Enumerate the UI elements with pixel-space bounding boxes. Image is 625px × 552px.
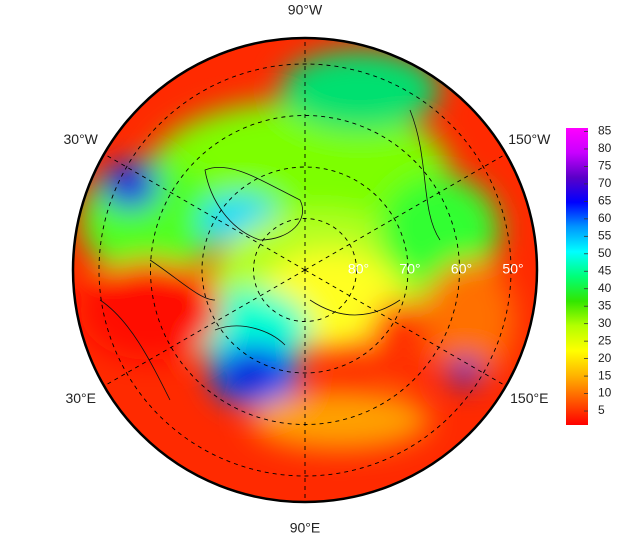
longitude-label: 30°W	[64, 131, 99, 147]
colorbar-tick-label: 20	[598, 351, 612, 365]
colorbar-tick-label: 55	[598, 228, 612, 242]
map-field	[73, 38, 537, 502]
parallel	[253, 218, 357, 322]
meridian	[304, 269, 507, 387]
meridian	[103, 269, 306, 387]
parallel	[201, 166, 409, 374]
parallel	[98, 63, 512, 477]
graticule	[98, 38, 512, 502]
colorbar-tick-label: 50	[598, 246, 612, 260]
meridian	[103, 153, 306, 271]
longitude-label: 90°E	[290, 520, 321, 536]
parallel	[150, 115, 460, 425]
map-border	[71, 36, 539, 504]
colorbar-tick-label: 25	[598, 333, 612, 347]
longitude-label: 30°E	[65, 390, 96, 406]
latitude-label: 60°	[451, 261, 472, 277]
meridian	[304, 153, 507, 271]
coastlines	[99, 109, 441, 401]
longitude-label: 90°W	[288, 2, 323, 18]
longitude-label: 150°W	[508, 131, 551, 147]
longitude-label: 150°E	[510, 390, 548, 406]
colorbar-tick-label: 30	[598, 316, 612, 330]
colorbar: 5 10 15 20 25 30 35 40 45 50 55 60 65 70 75 80 85	[566, 124, 612, 425]
colorbar-tick-label: 5	[598, 403, 605, 417]
colorbar-tick-label: 35	[598, 298, 612, 312]
colorbar-tick-label: 45	[598, 263, 612, 277]
colorbar-tick-label: 70	[598, 176, 612, 190]
colorbar-tick-label: 40	[598, 281, 612, 295]
colorbar-tick-label: 10	[598, 386, 612, 400]
colorbar-tick-label: 75	[598, 159, 612, 173]
colorbar-tick-label: 85	[598, 124, 612, 138]
colorbar-scale	[566, 128, 588, 425]
latitude-label: 50°	[502, 261, 523, 277]
colorbar-tick-label: 15	[598, 368, 612, 382]
colorbar-tick-label: 80	[598, 141, 612, 155]
colorbar-tick-label: 65	[598, 194, 612, 208]
latitude-label: 80°	[348, 261, 369, 277]
latitude-label: 70°	[399, 261, 420, 277]
colorbar-tick-label: 60	[598, 211, 612, 225]
